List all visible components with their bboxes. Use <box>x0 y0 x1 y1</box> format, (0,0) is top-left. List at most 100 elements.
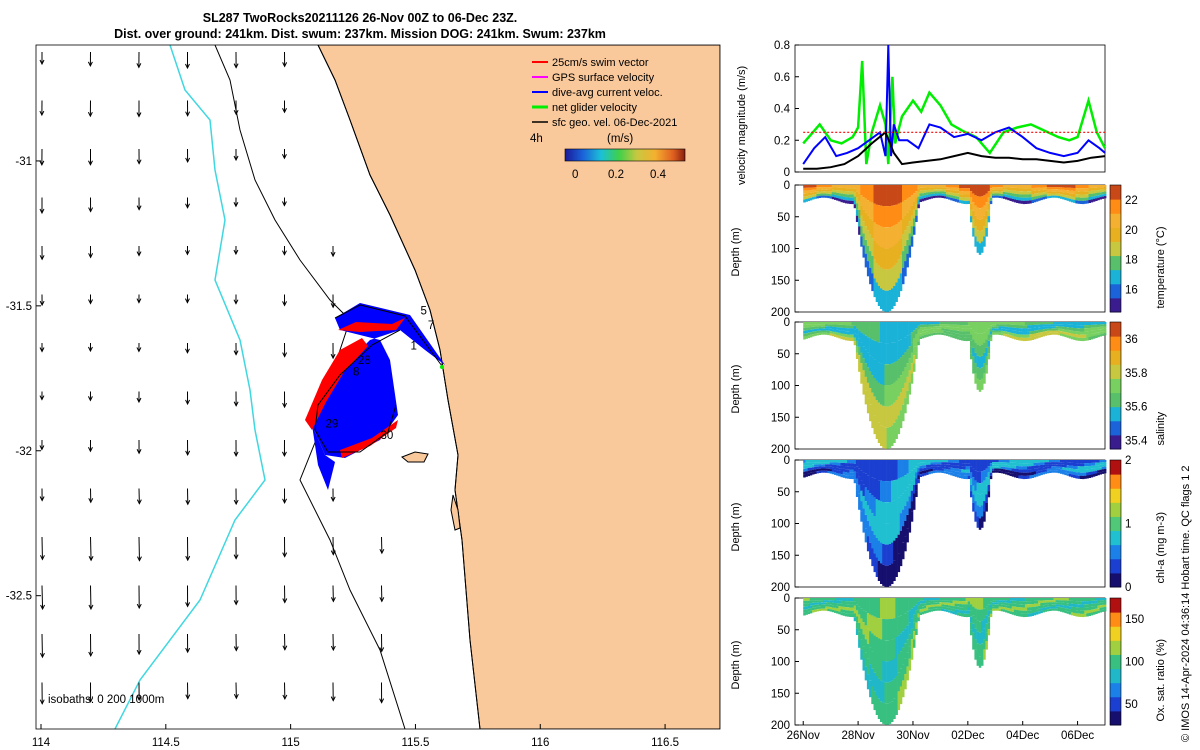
section-cell <box>805 330 808 334</box>
section-cell <box>849 610 852 614</box>
section-cell <box>904 337 907 353</box>
sfc-velocity-arrowhead <box>136 695 142 702</box>
section-cell <box>926 605 929 608</box>
section-cell <box>1060 194 1063 197</box>
section-cell <box>904 215 907 231</box>
section-cell <box>1095 603 1098 606</box>
section-cell <box>816 462 819 465</box>
sfc-velocity-arrowhead <box>330 597 336 603</box>
section-cell <box>1020 194 1023 198</box>
section-cell <box>818 187 822 190</box>
section-cell <box>858 598 861 607</box>
section-cell <box>1027 185 1030 189</box>
section-cell <box>827 328 830 331</box>
section-cell <box>1024 604 1028 608</box>
section-cell <box>1051 189 1054 192</box>
section-cell <box>932 598 936 601</box>
section-cell <box>1097 334 1100 338</box>
section-colorbar-tick: 20 <box>1125 225 1138 237</box>
section-cell <box>1079 604 1083 608</box>
section-y-tick-label: 200 <box>771 582 790 594</box>
section-cell <box>1082 322 1085 326</box>
section-cell <box>926 324 929 327</box>
section-cell <box>1027 334 1030 338</box>
section-cell <box>994 195 997 198</box>
section-cell <box>961 200 964 204</box>
section-cell <box>992 195 995 198</box>
section-cell <box>842 336 846 340</box>
section-cell <box>1027 331 1030 335</box>
section-cell <box>1049 602 1052 605</box>
section-cell <box>994 187 997 190</box>
section-cell <box>963 604 966 608</box>
section-cell <box>906 625 909 640</box>
section-cell <box>1068 609 1072 612</box>
section-cell <box>899 238 903 256</box>
section-cell <box>937 462 940 465</box>
section-cell <box>965 331 969 335</box>
section-cell <box>910 332 914 343</box>
section-cell <box>1033 193 1037 197</box>
section-cell <box>917 613 920 618</box>
map-y-tick-label: -31 <box>15 156 32 168</box>
section-cell <box>807 606 811 609</box>
sfc-velocity-arrowhead <box>233 299 239 305</box>
section-cell <box>844 604 848 608</box>
section-cell <box>976 620 980 632</box>
section-cell <box>961 463 964 467</box>
section-cell <box>913 622 916 632</box>
section-cell <box>838 198 841 202</box>
section-cell <box>943 185 947 188</box>
section-cell <box>893 362 896 383</box>
section-cell <box>943 333 947 336</box>
section-cell <box>818 602 822 605</box>
section-cell <box>902 526 905 543</box>
section-cell <box>1088 463 1091 466</box>
section-cell <box>871 633 874 652</box>
section-cell <box>1101 604 1105 608</box>
section-cell <box>1035 598 1039 601</box>
section-cell <box>886 460 890 482</box>
section-ylabel: Depth (m) <box>730 641 742 690</box>
section-colorbar-band <box>1110 598 1121 613</box>
section-cell <box>1033 612 1037 616</box>
section-cell <box>902 201 905 218</box>
section-cell <box>1053 600 1056 603</box>
section-cell <box>853 598 857 602</box>
section-cell <box>862 382 865 395</box>
section-cell <box>910 480 914 491</box>
section-cell <box>816 598 819 601</box>
section-cell <box>948 329 951 332</box>
section-cell <box>943 604 947 607</box>
section-cell <box>897 278 901 298</box>
section-cell <box>1011 327 1015 331</box>
section-cell <box>1064 185 1067 188</box>
sfc-velocity-arrowhead <box>136 649 142 656</box>
section-cell <box>928 196 931 200</box>
section-cell <box>884 290 887 312</box>
section-cell <box>1097 460 1100 463</box>
section-cell <box>1038 467 1041 471</box>
section-cell <box>1064 334 1067 338</box>
section-cell <box>1099 598 1102 601</box>
section-cell <box>1011 468 1015 472</box>
section-cell <box>970 353 973 360</box>
section-cell <box>1095 198 1098 201</box>
section-cell <box>803 327 806 331</box>
section-cell <box>950 462 953 466</box>
section-cell <box>998 470 1002 473</box>
section-cell <box>1002 602 1006 605</box>
section-cell <box>827 608 830 612</box>
section-cell <box>1068 193 1072 197</box>
section-cell <box>809 608 813 611</box>
section-cell <box>989 463 993 467</box>
section-cell <box>915 616 918 623</box>
section-cell <box>1053 187 1056 190</box>
section-cell <box>1002 196 1006 199</box>
section-cell <box>1057 191 1061 194</box>
section-cell <box>1016 466 1019 469</box>
section-cell <box>945 469 949 472</box>
section-cell <box>921 190 925 194</box>
section-cell <box>1064 329 1067 332</box>
section-cell <box>864 515 868 529</box>
